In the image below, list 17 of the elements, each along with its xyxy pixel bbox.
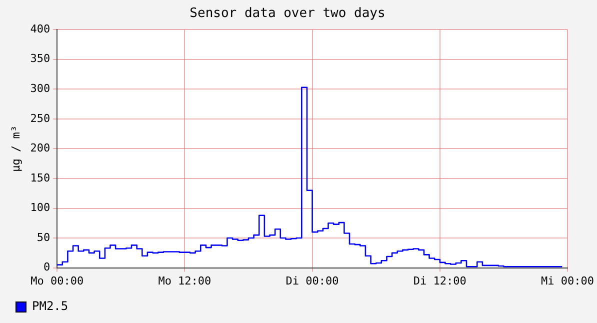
y-axis-title: µg / m³ xyxy=(9,126,22,172)
y-tick-label: 50 xyxy=(36,230,50,244)
x-tick-label: Mo 12:00 xyxy=(158,274,212,288)
y-tick-label: 150 xyxy=(30,171,50,184)
chart-title: Sensor data over two days xyxy=(190,6,386,22)
x-tick-label: Di 12:00 xyxy=(413,274,466,288)
legend-label: PM2.5 xyxy=(32,299,68,314)
y-tick-label: 200 xyxy=(30,142,50,155)
x-tick-label: Mo 00:00 xyxy=(30,274,84,288)
y-tick-label: 250 xyxy=(30,112,50,125)
x-tick-label: Mi 00:00 xyxy=(541,274,594,288)
y-tick-label: 350 xyxy=(30,52,50,66)
y-tick-label: 400 xyxy=(30,22,50,36)
y-tick-label: 0 xyxy=(43,260,50,274)
x-tick-label: Di 00:00 xyxy=(286,274,339,288)
y-tick-label: 100 xyxy=(30,201,50,214)
y-tick-label: 300 xyxy=(30,82,50,96)
